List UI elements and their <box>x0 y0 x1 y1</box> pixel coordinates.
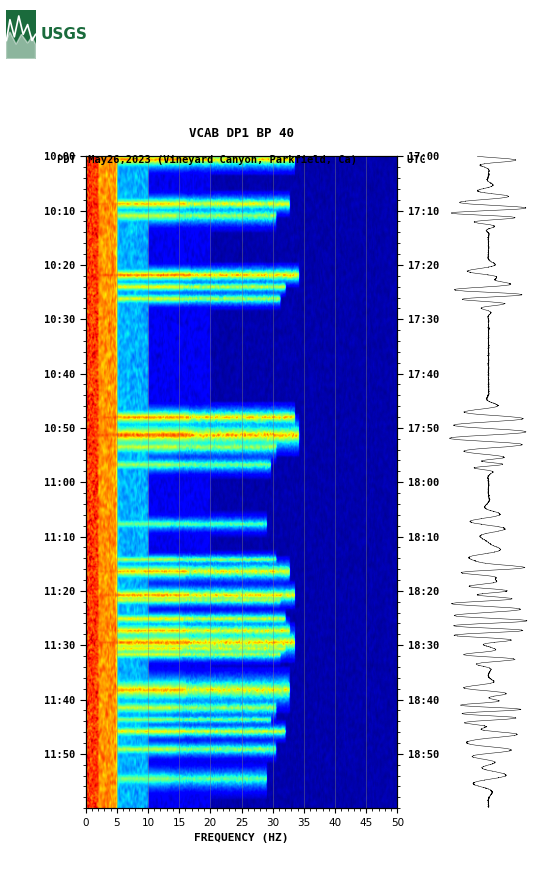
X-axis label: FREQUENCY (HZ): FREQUENCY (HZ) <box>194 833 289 844</box>
Text: PDT  May26,2023 (Vineyard Canyon, Parkfield, Ca)        UTC: PDT May26,2023 (Vineyard Canyon, Parkfie… <box>57 154 426 164</box>
Polygon shape <box>7 32 35 59</box>
Text: USGS: USGS <box>41 27 88 42</box>
Text: VCAB DP1 BP 40: VCAB DP1 BP 40 <box>189 127 294 140</box>
FancyBboxPatch shape <box>6 10 36 59</box>
